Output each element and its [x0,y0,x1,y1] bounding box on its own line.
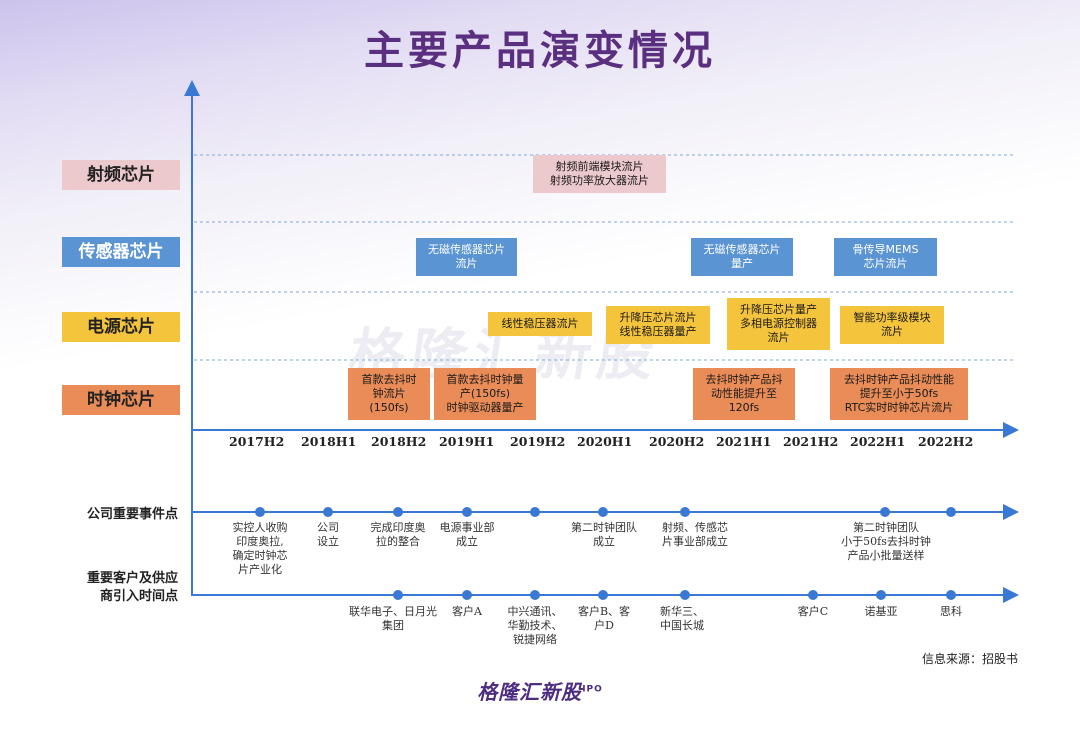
milestone-power-1: 线性稳压器流片 [488,312,592,336]
page-title: 主要产品演变情况 [364,28,716,74]
event-text: 第二时钟团队 小于50fs去抖时钟 产品小批量送样 [841,521,931,562]
event-text: 完成印度奥 拉的整合 [370,521,426,548]
milestone-rf-1: 射频前端模块流片 射频功率放大器流片 [533,155,666,193]
milestone-sensor-1: 无磁传感器芯片 流片 [416,238,517,276]
customer-dot [876,590,886,600]
customer-text: 客户B、客 户D [577,605,631,632]
event-dot [462,507,472,517]
customer-dot [598,590,608,600]
event-text: 实控人收购 印度奥拉, 确定时钟芯 片产业化 [232,521,288,576]
event-dot [323,507,333,517]
customer-dot [680,590,690,600]
event-dot [880,507,890,517]
customer-dot [530,590,540,600]
period-label: 2018H2 [371,434,427,449]
category-clock-chip: 时钟芯片 [62,385,180,415]
milestone-sensor-3: 骨传导MEMS 芯片流片 [834,238,937,276]
event-dot [255,507,265,517]
period-label: 2021H2 [783,434,839,449]
customer-text: 中兴通讯、 华勤技术、 锐捷网络 [507,605,563,646]
period-label: 2018H1 [301,434,357,449]
category-power-chip: 电源芯片 [62,312,180,342]
customer-text: 诺基亚 [864,605,898,618]
category-sensor-chip: 传感器芯片 [62,237,180,267]
period-label: 2020H2 [649,434,705,449]
customers-row-label: 重要客户及供应 商引入时间点 [86,571,178,604]
customer-text: 联华电子、日月光 集团 [349,605,437,632]
event-dot [598,507,608,517]
milestone-power-3: 升降压芯片量产 多相电源控制器 流片 [727,298,830,350]
milestone-clock-3: 去抖时钟产品抖 动性能提升至 120fs [693,368,795,420]
period-label: 2017H2 [229,434,285,449]
logo-sup: IPO [582,684,603,695]
source-note: 信息来源：招股书 [921,652,1018,666]
period-label: 2020H1 [577,434,633,449]
customer-text: 新华三、 中国长城 [660,605,704,632]
event-text: 电源事业部 成立 [439,521,495,548]
customer-text: 思科 [940,605,962,618]
milestone-clock-1: 首款去抖时 钟流片 (150fs) [348,368,430,420]
milestone-clock-2: 首款去抖时钟量 产(150fs) 时钟驱动器量产 [434,368,536,420]
milestone-sensor-2: 无磁传感器芯片 量产 [691,238,793,276]
event-text: 第二时钟团队 成立 [571,521,637,548]
brand-logo: 格隆汇新股IPO [0,676,1080,705]
period-label: 2021H1 [716,434,772,449]
customer-dot [808,590,818,600]
category-rf-chip: 射频芯片 [62,160,180,190]
event-dot [530,507,540,517]
customer-dot [393,590,403,600]
period-label: 2019H1 [439,434,495,449]
logo-text: 格隆汇新股 [477,680,583,704]
milestone-clock-4: 去抖时钟产品抖动性能 提升至小于50fs RTC实时时钟芯片流片 [830,368,968,420]
event-dot [393,507,403,517]
customer-text: 客户C [797,605,829,618]
event-dot [680,507,690,517]
milestone-power-4: 智能功率级模块 流片 [840,306,944,344]
customer-dot [946,590,956,600]
period-label: 2022H2 [918,434,974,449]
customer-dot [462,590,472,600]
milestone-power-2: 升降压芯片流片 线性稳压器量产 [606,306,710,344]
period-label: 2019H2 [510,434,566,449]
event-dot [946,507,956,517]
customer-text: 客户A [452,605,482,618]
event-text: 射频、传感芯 片事业部成立 [662,521,728,548]
event-text: 公司 设立 [317,521,339,548]
period-label: 2022H1 [850,434,906,449]
events-row-label: 公司重要事件点 [86,507,178,522]
